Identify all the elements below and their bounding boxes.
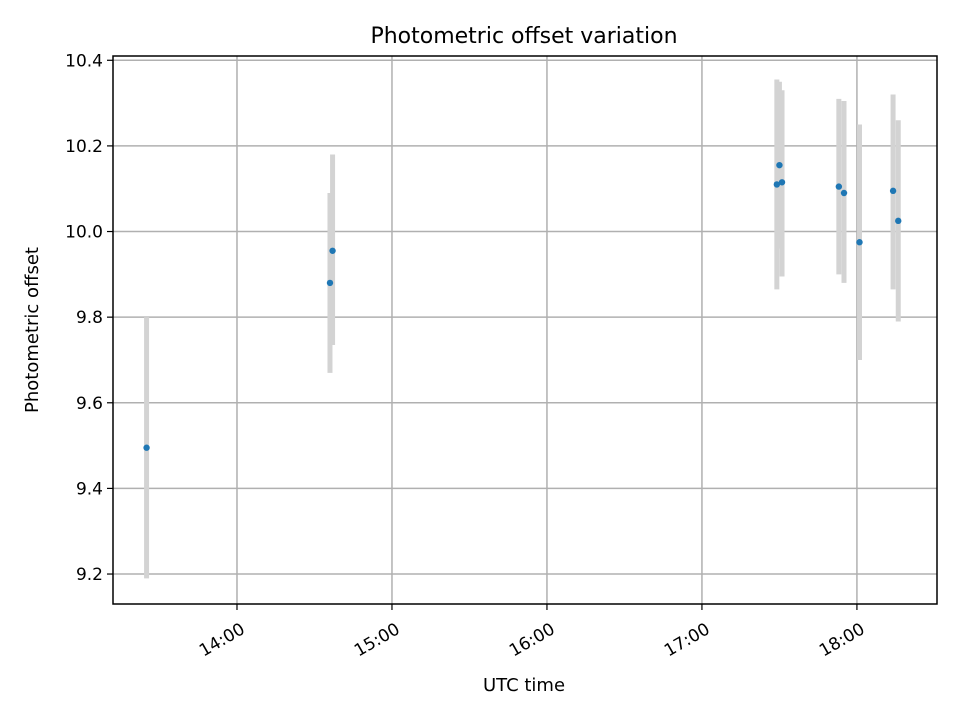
x-tick-layer: 14:00 15:00 16:00 17:00 18:00 <box>196 604 868 661</box>
grid-layer <box>113 56 937 604</box>
data-point <box>773 181 781 188</box>
x-tick-label: 16:00 <box>506 619 558 661</box>
y-axis-label: Photometric offset <box>22 247 43 413</box>
data-point <box>840 189 848 197</box>
data-point <box>329 247 336 254</box>
data-point <box>778 179 786 186</box>
x-axis-label: UTC time <box>483 675 565 696</box>
x-tick-label: 14:00 <box>196 619 248 661</box>
data-point <box>326 279 334 287</box>
x-tick-label: 17:00 <box>661 619 713 661</box>
y-tick-label: 10.0 <box>65 223 103 243</box>
point-layer <box>143 161 902 451</box>
x-tick-label: 18:00 <box>816 619 868 661</box>
data-point <box>856 239 863 246</box>
data-point <box>143 444 150 451</box>
data-point <box>776 161 783 169</box>
x-tick-label: 15:00 <box>351 619 403 661</box>
data-point <box>889 187 897 195</box>
data-point <box>895 217 902 225</box>
plot-frame <box>112 55 938 605</box>
y-tick-label: 9.8 <box>76 308 103 328</box>
y-tick-label: 9.4 <box>76 479 103 499</box>
y-tick-label: 9.6 <box>76 394 103 414</box>
errorbar-layer <box>144 79 901 579</box>
y-tick-label: 10.4 <box>65 51 103 71</box>
data-point <box>835 183 843 190</box>
chart-title: Photometric offset variation <box>370 24 677 49</box>
y-tick-layer: 9.2 9.4 9.6 9.8 10.0 10.2 10.4 <box>65 51 113 585</box>
y-tick-label: 9.2 <box>76 565 103 585</box>
y-tick-label: 10.2 <box>65 137 103 157</box>
